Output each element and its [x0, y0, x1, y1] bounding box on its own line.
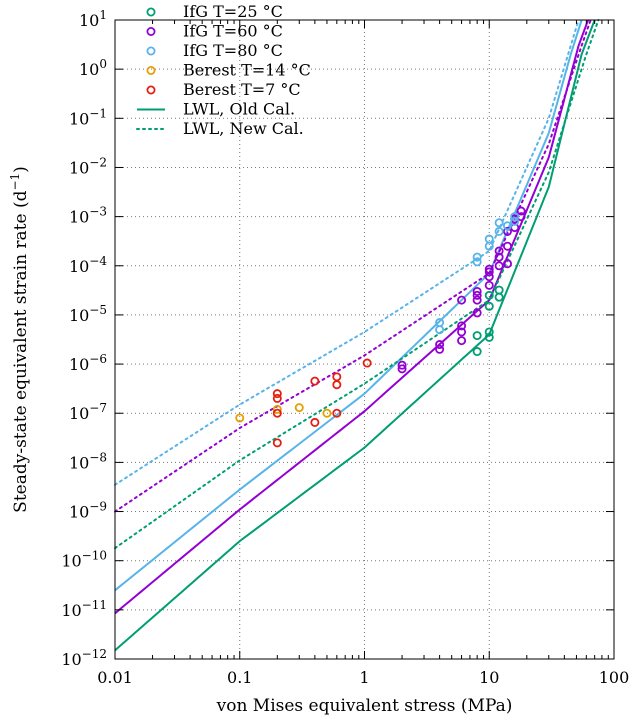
- y-tick-label: 10−10: [61, 549, 107, 571]
- y-tick-label: 10−6: [69, 352, 107, 374]
- data-point: [397, 364, 407, 374]
- data-point: [502, 221, 512, 231]
- legend-marker: [146, 7, 156, 17]
- data-point: [435, 344, 445, 354]
- data-point: [332, 372, 342, 382]
- legend-marker: [146, 85, 156, 95]
- legend-label: IfG T=25 °C: [183, 2, 283, 21]
- x-tick-label: 0.1: [227, 668, 252, 687]
- y-tick-label: 100: [79, 57, 107, 79]
- data-point: [310, 376, 320, 386]
- data-point: [472, 295, 482, 305]
- data-point: [502, 241, 512, 251]
- data-point: [494, 226, 504, 236]
- data-point: [472, 308, 482, 318]
- data-point: [472, 347, 482, 357]
- new-cal-line: [114, 19, 580, 486]
- data-point: [472, 290, 482, 300]
- data-point: [272, 408, 282, 418]
- y-axis-title: Steady-state equivalent strain rate (d−1…: [8, 166, 31, 513]
- data-point: [484, 234, 494, 244]
- data-point: [484, 301, 494, 311]
- data-point: [472, 252, 482, 262]
- data-point: [272, 393, 282, 403]
- legend-label: Berest T=7 °C: [183, 80, 301, 99]
- data-point: [362, 358, 372, 368]
- data-point: [502, 259, 512, 269]
- y-tick-label: 10−8: [69, 450, 107, 472]
- data-point: [484, 327, 494, 337]
- data-point: [272, 389, 282, 399]
- data-point: [494, 218, 504, 228]
- y-tick-label: 10−12: [61, 647, 107, 669]
- y-tick-label: 10−3: [69, 205, 107, 227]
- y-tick-label: 10−7: [69, 401, 107, 423]
- y-tick-label: 10−4: [69, 254, 107, 276]
- data-point: [472, 331, 482, 341]
- x-tick-label: 100: [599, 668, 630, 687]
- data-point: [435, 318, 445, 328]
- grid-layer: [115, 20, 614, 659]
- data-point: [332, 380, 342, 390]
- data-point: [457, 327, 467, 337]
- y-tick-label: 101: [79, 8, 107, 30]
- data-point: [510, 216, 520, 226]
- legend-marker: [146, 26, 156, 36]
- data-point: [484, 332, 494, 342]
- data-point: [516, 206, 526, 216]
- x-tick-label: 10: [479, 668, 499, 687]
- tick-layer: 0.01 0.1 1 10 100 10−12 10−11 10−10 10−9 10−8 10−7…: [61, 8, 629, 687]
- data-point: [484, 264, 494, 274]
- legend-label: LWL, Old Cal.: [183, 100, 295, 119]
- data-point: [494, 261, 504, 271]
- data-point: [272, 438, 282, 448]
- x-tick-label: 0.01: [97, 668, 133, 687]
- data-point: [484, 290, 494, 300]
- data-point: [397, 360, 407, 370]
- new-cal-line: [114, 19, 600, 550]
- data-point: [502, 226, 512, 236]
- data-point: [494, 285, 504, 295]
- x-tick-label: 1: [359, 668, 369, 687]
- data-point: [310, 417, 320, 427]
- data-point: [484, 280, 494, 290]
- data-point: [472, 257, 482, 267]
- y-tick-label: 10−5: [69, 303, 107, 325]
- data-point: [235, 413, 245, 423]
- y-tick-label: 10−2: [69, 155, 107, 177]
- data-point: [272, 404, 282, 414]
- data-point: [294, 403, 304, 413]
- data-point: [435, 340, 445, 350]
- points-layer: [235, 206, 526, 448]
- legend-label: IfG T=80 °C: [183, 41, 283, 60]
- data-point: [457, 321, 467, 331]
- y-tick-label: 10−9: [69, 500, 107, 522]
- data-point: [494, 246, 504, 256]
- data-point: [322, 408, 332, 418]
- legend-label: IfG T=60 °C: [183, 22, 283, 41]
- y-tick-label: 10−11: [61, 598, 107, 620]
- data-point: [332, 408, 342, 418]
- data-point: [457, 295, 467, 305]
- legend-label: Berest T=14 °C: [183, 61, 311, 80]
- y-tick-label: 10−1: [69, 106, 107, 128]
- data-point: [472, 286, 482, 296]
- data-point: [494, 252, 504, 262]
- legend-label: LWL, New Cal.: [183, 119, 304, 138]
- data-point: [510, 212, 520, 222]
- x-axis-title: von Mises equivalent stress (MPa): [216, 696, 513, 716]
- data-point: [494, 292, 504, 302]
- legend-marker: [146, 66, 156, 76]
- data-point: [457, 336, 467, 346]
- legend-marker: [146, 46, 156, 56]
